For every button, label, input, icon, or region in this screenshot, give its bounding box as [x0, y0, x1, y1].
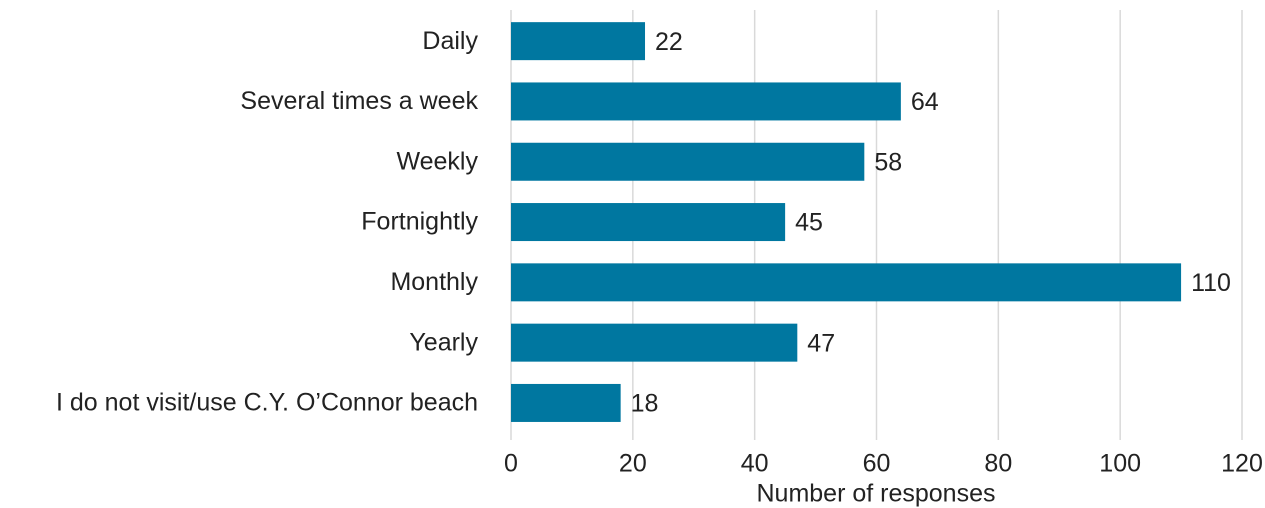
bar [511, 22, 646, 61]
bar [511, 323, 798, 362]
data-label: 110 [1191, 269, 1231, 297]
x-tick-label: 80 [984, 450, 1012, 478]
data-label: 22 [655, 28, 683, 56]
data-label: 45 [795, 209, 823, 237]
x-tick-label: 60 [863, 450, 891, 478]
x-tick-label: 100 [1099, 450, 1141, 478]
x-tick-label: 120 [1221, 450, 1263, 478]
bar [511, 263, 1182, 302]
y-tick-label: Yearly [409, 328, 478, 356]
bar [511, 203, 786, 242]
y-tick-label: Several times a week [240, 87, 478, 115]
data-label: 18 [631, 390, 659, 418]
y-tick-label: I do not visit/use C.Y. O’Connor beach [56, 389, 478, 417]
bar [511, 142, 865, 181]
y-tick-label: Weekly [396, 147, 478, 175]
y-tick-label: Fortnightly [361, 208, 478, 236]
data-label: 58 [874, 148, 902, 176]
x-tick-label: 0 [504, 450, 518, 478]
data-label: 47 [807, 329, 835, 357]
x-tick-label: 40 [741, 450, 769, 478]
x-axis-label: Number of responses [756, 480, 995, 508]
bar [511, 383, 621, 422]
bar [511, 82, 901, 121]
y-tick-label: Daily [422, 27, 478, 55]
y-tick-label: Monthly [390, 268, 478, 296]
data-label: 64 [911, 88, 939, 116]
x-tick-label: 20 [619, 450, 647, 478]
